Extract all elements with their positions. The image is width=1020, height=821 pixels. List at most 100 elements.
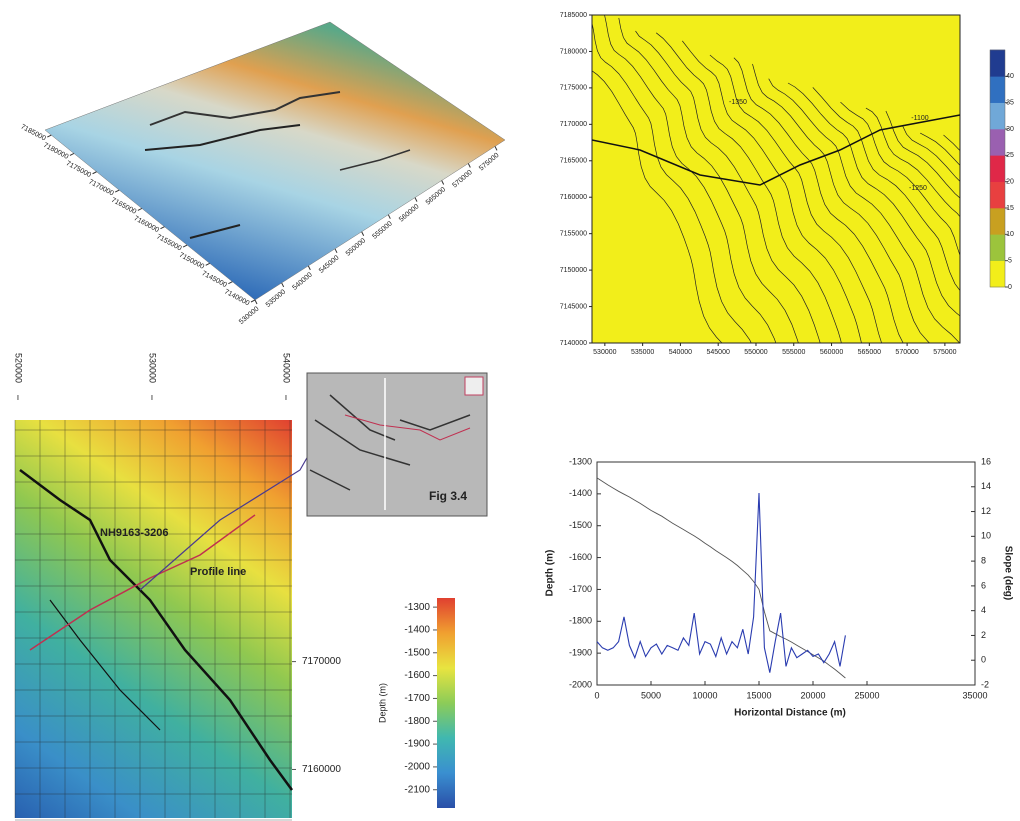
x-tick	[361, 231, 365, 236]
y-tick-label: 7155000	[560, 231, 587, 238]
y-tick	[69, 152, 75, 156]
x-tick-label: 570000	[895, 349, 918, 356]
contour-plot	[591, 14, 961, 344]
contour-line	[709, 54, 882, 343]
colorbar-label: 40	[1006, 73, 1014, 80]
x-tick-label: 540000	[669, 349, 692, 356]
y-tick-label: -1500	[569, 520, 592, 530]
depth-map	[15, 420, 292, 818]
annotation: Profile line	[190, 566, 246, 578]
y2-tick-label: 2	[981, 630, 986, 640]
x-tick-label: 540000	[282, 353, 292, 383]
x-tick-label: 530000	[148, 353, 158, 383]
y-tick	[182, 244, 188, 248]
contour-line	[592, 21, 752, 343]
contour-line	[618, 17, 799, 343]
colorbar-label: 10	[1006, 231, 1014, 238]
contour-line	[752, 63, 931, 343]
y2-tick-label: 12	[981, 506, 991, 516]
y-tick-label: -2000	[569, 679, 592, 689]
x-tick	[307, 265, 311, 271]
x-tick-label: 545000	[707, 349, 730, 356]
colorbar-swatch	[990, 155, 1005, 182]
annotation: NH9163-3206	[100, 527, 169, 539]
y2-axis-label: Slope (deg)	[1002, 546, 1013, 600]
inset-feature	[309, 394, 471, 491]
y2-tick-label: 8	[981, 555, 986, 565]
colorbar-label: 15	[1006, 205, 1014, 212]
scarp	[149, 91, 341, 126]
y-axis-label: Depth (m)	[545, 550, 556, 597]
colorbar-label: -1900	[404, 739, 430, 750]
x-tick-label: 15000	[746, 690, 771, 700]
y-tick-label: -1300	[569, 456, 592, 466]
y-tick	[92, 171, 97, 175]
contour-line	[604, 15, 777, 343]
y-tick-label: -1900	[569, 648, 592, 658]
y-tick-label: -1600	[569, 552, 592, 562]
contour-line	[768, 78, 960, 343]
x-tick-label: 25000	[854, 690, 879, 700]
colorbar-swatch	[990, 102, 1005, 130]
colorbar-label: -1600	[404, 670, 430, 681]
surface	[44, 21, 506, 301]
x-tick-label: 555000	[782, 349, 805, 356]
series-line	[596, 492, 846, 673]
y-tick	[205, 262, 210, 266]
contour-line	[865, 107, 960, 218]
y-tick-label: 7185000	[19, 124, 46, 143]
x-tick-label: 20000	[800, 690, 825, 700]
x-tick-label: 530000	[238, 306, 260, 326]
colorbar-label: 25	[1006, 152, 1014, 159]
inset-profile	[344, 414, 471, 441]
colorbar-label: 35	[1006, 100, 1014, 107]
colorbar-label: 0	[1008, 284, 1012, 291]
x-tick-label: 35000	[962, 690, 987, 700]
y-tick-label: 7170000	[560, 121, 587, 128]
x-tick	[441, 180, 445, 185]
y2-tick-label: 0	[981, 655, 986, 665]
x-tick-label: 5000	[641, 690, 661, 700]
contour-line	[592, 70, 723, 343]
colorbar-swatch	[990, 128, 1005, 156]
colorbar-label: -2000	[404, 762, 430, 773]
contour-line	[840, 101, 960, 257]
x-tick	[494, 146, 498, 151]
colorbar-frame	[989, 49, 1006, 288]
colorbar-label: -1700	[404, 693, 430, 704]
contour-line	[901, 125, 960, 182]
x-tick-label: 10000	[692, 690, 717, 700]
colorbar-swatch	[990, 234, 1005, 261]
scarp	[339, 149, 411, 171]
y2-tick-label: 4	[981, 605, 986, 615]
y2-tick-label: 16	[981, 456, 991, 466]
y-tick-label: 7160000	[560, 194, 587, 201]
y-tick-label: 7165000	[560, 158, 587, 165]
x-tick-label: 535000	[631, 349, 654, 356]
x-tick	[334, 248, 338, 254]
colorbar	[437, 598, 455, 808]
contours	[592, 15, 960, 343]
contour-label: -1250	[909, 185, 927, 192]
y-tick	[160, 226, 165, 230]
y-tick	[250, 299, 256, 303]
colorbar-swatch	[990, 76, 1005, 103]
lineament	[19, 469, 294, 791]
y-tick-label: 7180000	[560, 48, 587, 55]
profile-line	[29, 514, 256, 651]
contour-line	[812, 87, 960, 292]
series-line	[596, 477, 846, 679]
x-tick-label: 0	[594, 690, 599, 700]
x-tick	[254, 299, 258, 305]
y-tick-label: -1700	[569, 584, 592, 594]
colorbar-swatch	[990, 49, 1005, 77]
plot-frame	[596, 461, 976, 686]
contour-line	[682, 40, 862, 343]
y-tick-label: 7140000	[560, 340, 587, 347]
colorbar-label: -1300	[404, 602, 430, 613]
contour-line	[592, 114, 960, 186]
y-tick-label: 7150000	[560, 267, 587, 274]
x-tick	[281, 282, 285, 288]
y2-tick-label: -2	[981, 679, 989, 689]
inset-image	[306, 372, 488, 517]
